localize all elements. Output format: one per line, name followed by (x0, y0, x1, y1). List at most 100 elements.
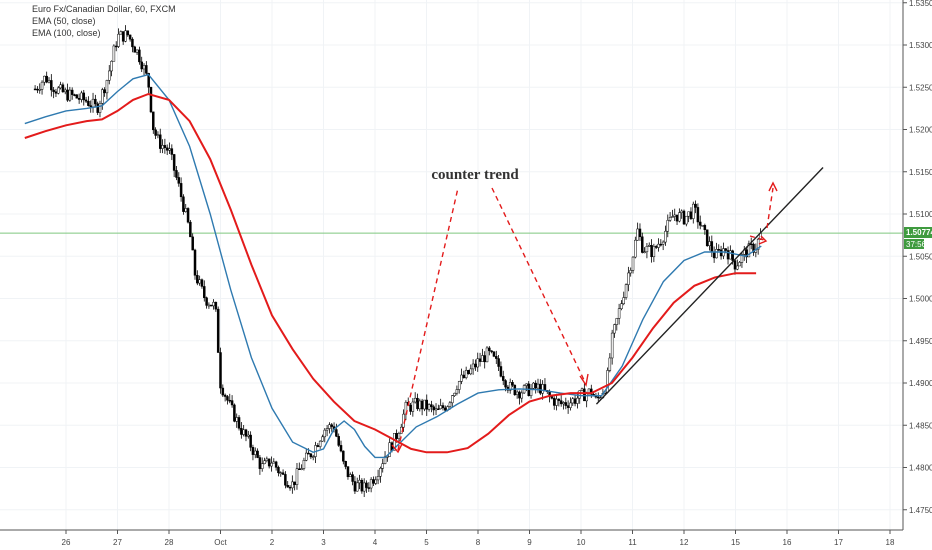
candle (666, 214, 670, 238)
candle (50, 74, 53, 97)
candle (566, 400, 570, 414)
candle (423, 399, 426, 412)
candle-body (481, 355, 484, 362)
candle-body (397, 433, 401, 439)
candle-body (66, 89, 69, 101)
candle (488, 346, 491, 356)
candle (335, 423, 338, 438)
candle (682, 209, 686, 226)
candle-body (393, 433, 396, 451)
candle (103, 87, 106, 97)
candle-body (483, 355, 486, 363)
candle-body (274, 461, 278, 468)
candle (696, 203, 700, 229)
candle-body (212, 301, 215, 307)
candle-body (444, 407, 447, 411)
candle (295, 462, 299, 490)
candle-body (508, 382, 512, 391)
candle (89, 100, 92, 113)
candle-body (555, 398, 558, 406)
candle-body (82, 92, 86, 101)
x-tick-label: 10 (577, 538, 586, 547)
candle-body (629, 270, 632, 274)
x-tick-label: 16 (783, 538, 792, 547)
candle-body (617, 308, 621, 319)
y-tick-label: 1.49000 (909, 379, 932, 388)
candle-body (529, 388, 533, 396)
candle (497, 354, 500, 372)
candle (337, 433, 340, 447)
candle-body (724, 248, 727, 251)
candle (661, 240, 665, 251)
candle-body (233, 404, 236, 422)
candle-body (265, 458, 269, 461)
candle (318, 440, 322, 449)
candle-body (539, 383, 542, 394)
arrow-right-line (749, 235, 765, 241)
candle (381, 458, 384, 473)
candle-body (101, 89, 104, 104)
candle-body (624, 284, 628, 298)
candle (87, 96, 90, 107)
candle (485, 346, 489, 363)
candle-body (756, 239, 760, 250)
candle-body (140, 61, 143, 70)
candle (559, 395, 563, 407)
candle (738, 261, 741, 267)
candle-body (541, 384, 544, 394)
candle (353, 476, 357, 495)
candle-body (311, 456, 315, 458)
candle-body (708, 241, 711, 247)
candle-body (214, 301, 218, 310)
candle-body (369, 479, 373, 489)
candle (552, 396, 556, 410)
candle-body (33, 88, 37, 91)
candle-body (149, 86, 153, 113)
candle-body (705, 229, 709, 247)
candle-body (309, 453, 313, 458)
candle-body (416, 397, 419, 410)
x-tick-label: 3 (321, 538, 326, 547)
candle-body (659, 243, 663, 246)
candle-body (50, 80, 53, 91)
candle (230, 395, 234, 408)
candle-body (411, 401, 415, 412)
candle-body (641, 236, 644, 253)
arrow-head-left (391, 443, 403, 454)
candle (73, 93, 76, 97)
candle-body (441, 405, 445, 409)
candle-body (133, 46, 137, 53)
candle (112, 44, 116, 62)
candle-body (420, 400, 424, 410)
candle (226, 394, 229, 405)
candle-body (254, 450, 257, 455)
candle (45, 71, 48, 84)
candle-body (569, 402, 572, 408)
candle-body (323, 429, 327, 438)
candle (513, 384, 517, 396)
candle (411, 398, 415, 417)
candle (277, 465, 280, 477)
candle (481, 348, 484, 362)
candle-body (692, 203, 695, 219)
candle (98, 100, 102, 118)
candle-body (346, 466, 350, 478)
candle (233, 403, 236, 423)
candle (756, 237, 760, 255)
candle (462, 370, 466, 379)
candle (439, 398, 442, 410)
candle-body (476, 358, 479, 368)
candle-body (258, 457, 262, 469)
candle-body (70, 89, 74, 95)
y-tick-label: 1.52500 (909, 83, 932, 92)
candle-body (75, 94, 79, 99)
candle (316, 443, 320, 448)
candle (156, 131, 160, 139)
candle (689, 207, 693, 221)
candle (105, 79, 109, 100)
candle (705, 229, 709, 247)
candle (84, 96, 88, 104)
counter-trend-annotation: counter trend (431, 167, 519, 183)
candle-body (478, 358, 482, 362)
candle (117, 28, 120, 49)
